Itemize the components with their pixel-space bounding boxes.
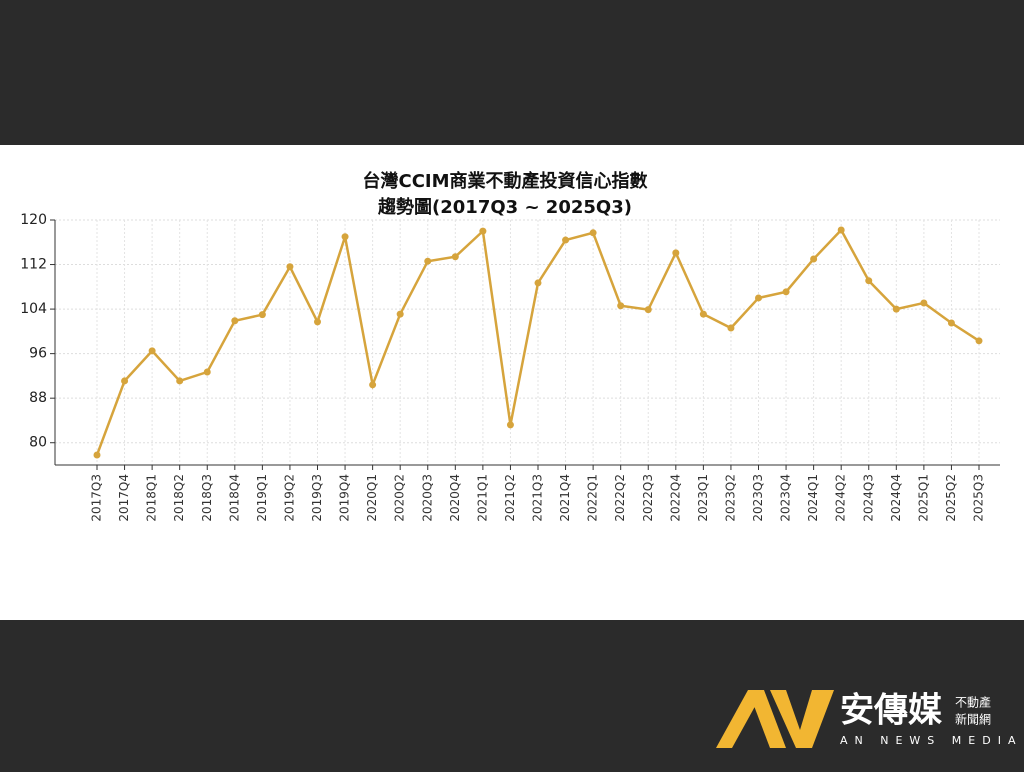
logo-english: AN NEWS MEDIA <box>840 734 1022 747</box>
y-tick-label: 96 <box>29 346 47 362</box>
x-tick-label: 2022Q2 <box>613 474 627 522</box>
logo-mark <box>748 690 786 748</box>
x-tick-label: 2022Q4 <box>668 474 682 522</box>
x-tick-label: 2023Q3 <box>751 474 765 522</box>
data-point <box>727 324 735 332</box>
data-point <box>451 253 459 261</box>
logo-tag: 新聞網 <box>955 712 991 727</box>
data-point <box>562 236 570 244</box>
x-tick-label: 2018Q3 <box>200 474 214 522</box>
x-tick-label: 2019Q3 <box>310 474 324 522</box>
data-point <box>314 318 321 326</box>
data-point <box>810 255 818 263</box>
data-point <box>369 381 377 389</box>
x-tick-label: 2022Q3 <box>641 474 655 522</box>
plot: 80 88 96 104 112 120 2017Q3 2017Q4 2018Q1 2018Q2 2… <box>20 212 1000 522</box>
y-tick-label: 120 <box>20 212 47 228</box>
x-tick-label: 2024Q2 <box>834 474 848 522</box>
data-point <box>479 227 487 235</box>
data-point <box>755 294 762 302</box>
x-tick-label: 2022Q1 <box>586 474 600 522</box>
y-tick-label: 104 <box>20 301 47 317</box>
x-tick-label: 2024Q4 <box>889 474 903 522</box>
x-tick-label: 2017Q4 <box>117 474 131 522</box>
logo: 安傳媒 不動產 新聞網 AN NEWS MEDIA <box>716 690 1022 748</box>
x-tick-label: 2020Q2 <box>393 474 407 522</box>
data-point <box>258 311 266 319</box>
data-point <box>617 302 625 310</box>
chart-subtitle: 趨勢圖(2017Q3 ~ 2025Q3) <box>377 196 632 218</box>
data-point <box>920 299 928 307</box>
y-tick-label: 80 <box>29 435 47 451</box>
data-point <box>176 377 184 385</box>
y-tick-label: 88 <box>29 390 47 406</box>
y-tick-label: 112 <box>20 257 47 273</box>
data-point <box>506 421 514 429</box>
data-point <box>782 288 790 296</box>
x-tick-label: 2024Q1 <box>806 474 820 522</box>
data-point <box>837 226 845 234</box>
x-tick-label: 2023Q2 <box>723 474 737 522</box>
x-tick-label: 2020Q1 <box>365 474 379 522</box>
data-point <box>148 347 156 355</box>
data-point <box>699 310 707 318</box>
x-tick-label: 2018Q4 <box>227 474 241 522</box>
data-point <box>644 306 652 314</box>
chart-panel <box>0 145 1024 620</box>
x-tick-label: 2021Q1 <box>475 474 489 522</box>
data-point <box>589 229 597 237</box>
chart-title: 台灣CCIM商業不動產投資信心指數 <box>362 170 647 192</box>
data-point <box>121 377 129 385</box>
x-tick-label: 2021Q3 <box>531 474 545 522</box>
data-point <box>975 337 983 345</box>
x-tick-label: 2020Q4 <box>448 474 462 522</box>
x-tick-label: 2025Q1 <box>916 474 930 522</box>
data-point <box>865 277 873 285</box>
data-point <box>203 368 211 376</box>
x-tick-label: 2023Q4 <box>779 474 793 522</box>
data-point <box>93 451 101 459</box>
data-point <box>341 233 349 241</box>
x-tick-label: 2025Q2 <box>944 474 958 522</box>
data-point <box>231 317 239 325</box>
x-tick-label: 2018Q1 <box>145 474 159 522</box>
x-tick-label: 2017Q3 <box>90 474 104 522</box>
logo-mark <box>770 690 834 748</box>
data-point <box>424 257 432 265</box>
logo-tag: 不動產 <box>955 695 991 710</box>
x-tick-label: 2023Q1 <box>696 474 710 522</box>
x-tick-label: 2020Q3 <box>420 474 434 522</box>
data-point <box>396 310 404 318</box>
data-point <box>534 279 542 287</box>
x-tick-label: 2019Q1 <box>255 474 269 522</box>
logo-mark <box>716 690 764 748</box>
x-tick-label: 2025Q3 <box>972 474 986 522</box>
data-point <box>286 263 294 271</box>
x-tick-label: 2019Q2 <box>282 474 296 522</box>
logo-name: 安傳媒 <box>840 691 943 731</box>
data-point <box>892 305 900 313</box>
x-tick-label: 2019Q4 <box>338 474 352 522</box>
x-tick-label: 2021Q4 <box>558 474 572 522</box>
data-point <box>672 249 680 257</box>
x-tick-label: 2024Q3 <box>861 474 875 522</box>
data-point <box>947 319 955 327</box>
x-tick-label: 2018Q2 <box>172 474 186 522</box>
x-tick-label: 2021Q2 <box>503 474 517 522</box>
